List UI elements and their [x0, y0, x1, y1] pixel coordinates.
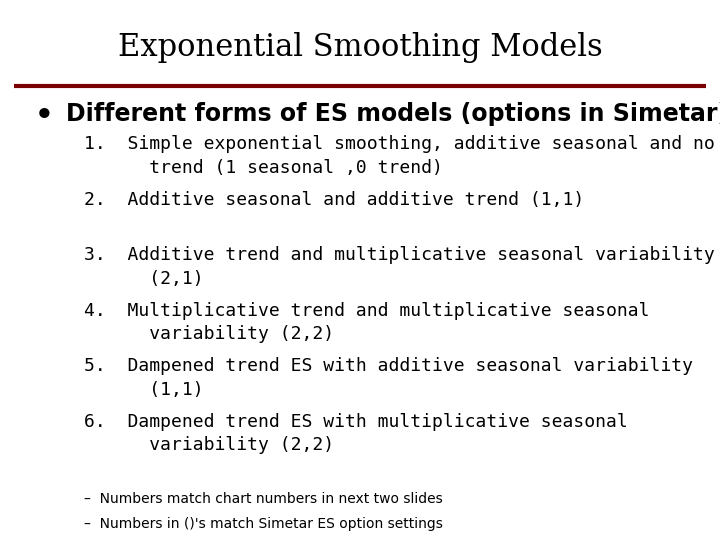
Text: Exponential Smoothing Models: Exponential Smoothing Models — [117, 31, 603, 63]
Text: 6.  Dampened trend ES with multiplicative seasonal
      variability (2,2): 6. Dampened trend ES with multiplicative… — [84, 413, 627, 454]
Text: 1.  Simple exponential smoothing, additive seasonal and no
      trend (1 season: 1. Simple exponential smoothing, additiv… — [84, 135, 714, 177]
Text: 3.  Additive trend and multiplicative seasonal variability
      (2,1): 3. Additive trend and multiplicative sea… — [84, 246, 714, 288]
Text: Different forms of ES models (options in Simetar): Different forms of ES models (options in… — [66, 102, 720, 125]
Text: 2.  Additive seasonal and additive trend (1,1): 2. Additive seasonal and additive trend … — [84, 191, 584, 208]
Text: –  Numbers match chart numbers in next two slides: – Numbers match chart numbers in next tw… — [84, 492, 442, 506]
Text: 5.  Dampened trend ES with additive seasonal variability
      (1,1): 5. Dampened trend ES with additive seaso… — [84, 357, 693, 399]
Text: –  Numbers in ()'s match Simetar ES option settings: – Numbers in ()'s match Simetar ES optio… — [84, 517, 442, 531]
Text: 4.  Multiplicative trend and multiplicative seasonal
      variability (2,2): 4. Multiplicative trend and multiplicati… — [84, 302, 649, 343]
Text: •: • — [35, 102, 54, 130]
